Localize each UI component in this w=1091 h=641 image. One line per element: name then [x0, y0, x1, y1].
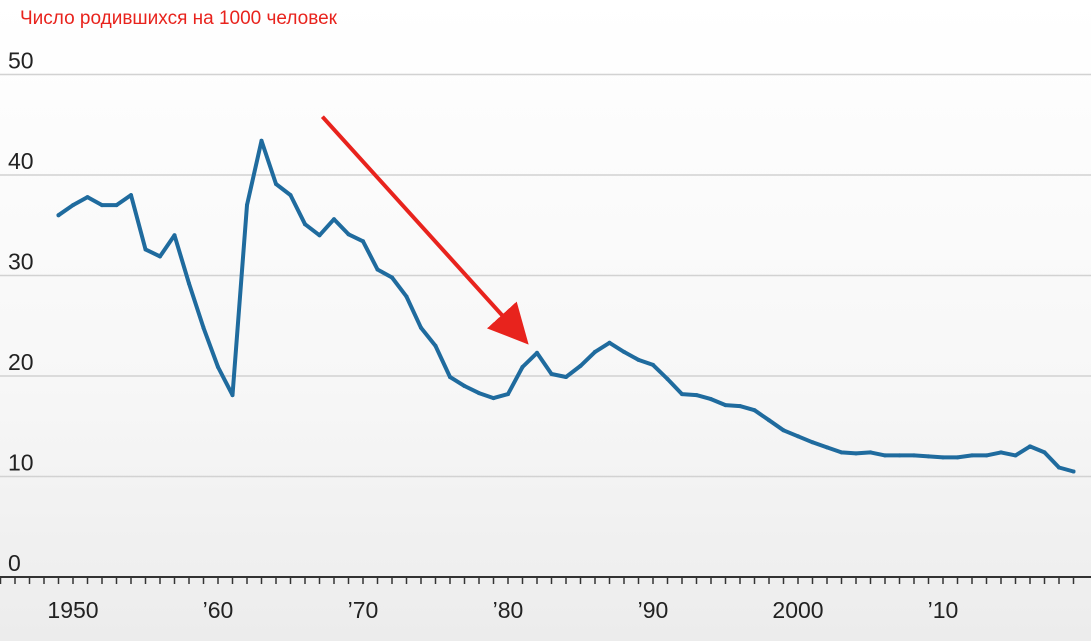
data-point-1984 — [564, 375, 568, 379]
data-point-1954 — [129, 193, 133, 198]
data-point-1987 — [607, 340, 612, 345]
data-point-2015 — [1013, 453, 1018, 458]
annotation-arrow — [320, 115, 529, 345]
data-point-1986 — [593, 349, 597, 354]
data-point-1998 — [767, 418, 771, 423]
data-point-1983 — [549, 372, 554, 376]
data-point-1976 — [448, 375, 452, 379]
data-point-2002 — [825, 445, 829, 450]
data-point-1964 — [274, 182, 278, 186]
data-point-2014 — [999, 450, 1003, 455]
y-axis: 0 10 20 30 40 50 — [8, 48, 34, 577]
data-point-2000 — [796, 434, 800, 439]
data-point-1968 — [332, 217, 336, 222]
data-point-1966 — [303, 222, 307, 227]
data-point-1949 — [56, 213, 61, 218]
y-tick-label-0: 0 — [8, 550, 21, 576]
data-point-1972 — [390, 275, 394, 280]
data-point-1951 — [85, 195, 90, 200]
data-point-1970 — [361, 239, 365, 244]
y-tick-label-20: 20 — [8, 349, 34, 375]
data-point-2004 — [854, 451, 858, 456]
data-point-1990 — [651, 362, 655, 367]
data-point-2016 — [1028, 444, 1032, 449]
data-point-2006 — [883, 453, 887, 458]
y-tick-label-40: 40 — [8, 148, 34, 174]
y-tick-label-10: 10 — [8, 450, 34, 476]
x-tick-label-1950: 1950 — [47, 597, 98, 623]
data-point-1971 — [375, 267, 380, 272]
data-point-2008 — [912, 453, 916, 458]
data-point-1956 — [158, 254, 162, 259]
data-point-1974 — [419, 325, 423, 330]
data-point-1963 — [259, 138, 264, 143]
data-point-2009 — [926, 454, 931, 459]
data-point-2010 — [941, 455, 945, 460]
grid-lines — [0, 73, 1091, 578]
data-point-1995 — [723, 403, 728, 408]
data-point-1992 — [680, 392, 684, 397]
x-tick-label-2010: ’10 — [928, 597, 959, 623]
x-tick-label-2000: 2000 — [772, 597, 823, 623]
data-point-2013 — [984, 453, 989, 458]
data-point-1991 — [665, 377, 670, 381]
series-line-0 — [56, 138, 1076, 474]
data-point-1953 — [114, 203, 119, 208]
data-point-1969 — [346, 232, 351, 237]
x-tick-label-1960: ’60 — [203, 597, 234, 623]
data-point-1955 — [143, 247, 148, 252]
chart-subtitle: Число родившихся на 1000 человек — [20, 8, 337, 29]
data-point-1977 — [462, 384, 467, 388]
data-point-2003 — [839, 450, 844, 455]
data-point-1982 — [535, 350, 539, 355]
data-point-1959 — [201, 325, 206, 330]
data-point-1975 — [433, 343, 438, 348]
data-point-1989 — [636, 357, 641, 362]
data-point-1950 — [71, 203, 75, 208]
data-point-1993 — [694, 393, 699, 398]
y-tick-label-50: 50 — [8, 48, 34, 74]
x-tick-label-1990: ’90 — [638, 597, 669, 623]
data-point-1961 — [230, 393, 235, 398]
x-tick-label-1980: ’80 — [493, 597, 524, 623]
data-point-1979 — [491, 396, 496, 401]
data-point-1965 — [288, 193, 293, 198]
data-point-1985 — [578, 363, 583, 368]
data-point-1988 — [622, 349, 626, 354]
data-point-2005 — [868, 450, 873, 455]
series-layer — [56, 138, 1076, 474]
data-point-1981 — [520, 365, 525, 369]
data-point-1994 — [709, 397, 713, 402]
x-tick-label-1970: ’70 — [348, 597, 379, 623]
data-point-2012 — [970, 453, 974, 458]
data-point-1996 — [738, 404, 742, 409]
data-point-1962 — [245, 203, 249, 208]
data-point-2007 — [897, 453, 902, 458]
data-point-1973 — [404, 294, 409, 299]
data-point-1957 — [172, 233, 177, 238]
data-point-1980 — [506, 392, 510, 397]
x-axis: 1950 ’60 ’70 ’80 ’90 2000 ’10 — [0, 577, 1075, 623]
data-point-1997 — [752, 408, 757, 413]
data-point-2001 — [810, 440, 815, 445]
data-point-1960 — [216, 365, 220, 369]
data-point-1978 — [477, 391, 481, 396]
annotation-layer — [320, 115, 529, 345]
data-point-2019 — [1071, 469, 1076, 474]
data-point-2018 — [1057, 465, 1061, 470]
data-point-1967 — [317, 233, 322, 238]
data-point-1999 — [781, 428, 786, 433]
data-point-2017 — [1042, 450, 1047, 455]
data-point-2011 — [955, 455, 960, 460]
data-point-1952 — [100, 203, 104, 208]
data-point-1958 — [187, 281, 191, 286]
y-tick-label-30: 30 — [8, 249, 34, 275]
